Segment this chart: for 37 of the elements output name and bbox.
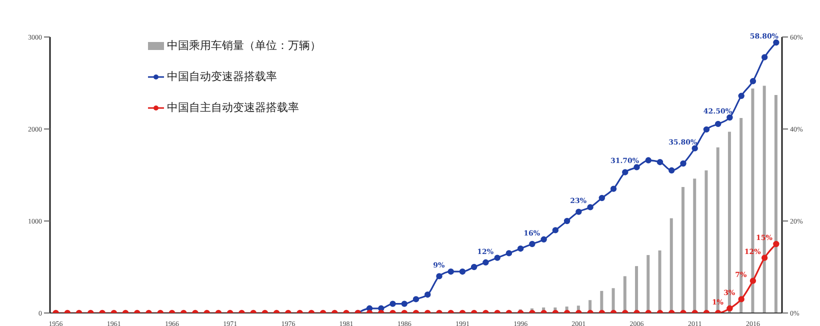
point [610, 186, 617, 192]
point [470, 264, 478, 270]
point [564, 218, 570, 224]
point [424, 292, 431, 298]
point [761, 54, 768, 60]
point [459, 268, 466, 275]
point [656, 159, 664, 166]
point [598, 194, 606, 202]
point [622, 169, 628, 176]
point [773, 39, 780, 46]
point [401, 300, 408, 307]
point [726, 114, 733, 121]
point [390, 300, 396, 307]
point [576, 208, 582, 215]
legend-label: 中国乘用车销量（单位：万辆） [167, 38, 321, 53]
point [448, 268, 454, 275]
point [529, 240, 536, 248]
legend-label: 中国自主自动变速器搭载率 [167, 100, 299, 115]
point [517, 246, 524, 252]
point [645, 157, 652, 164]
point [692, 145, 698, 152]
point [540, 236, 547, 242]
point [714, 120, 722, 128]
point [587, 204, 594, 210]
point [680, 160, 686, 167]
point [552, 227, 559, 234]
point [738, 92, 744, 99]
point [494, 254, 500, 261]
point [703, 126, 710, 133]
point [668, 167, 675, 174]
point [750, 78, 756, 84]
point [506, 250, 512, 256]
point [412, 296, 420, 302]
point [634, 164, 640, 170]
point [436, 273, 442, 280]
point [482, 259, 489, 266]
legend-label: 中国自动变速器搭载率 [167, 69, 277, 84]
